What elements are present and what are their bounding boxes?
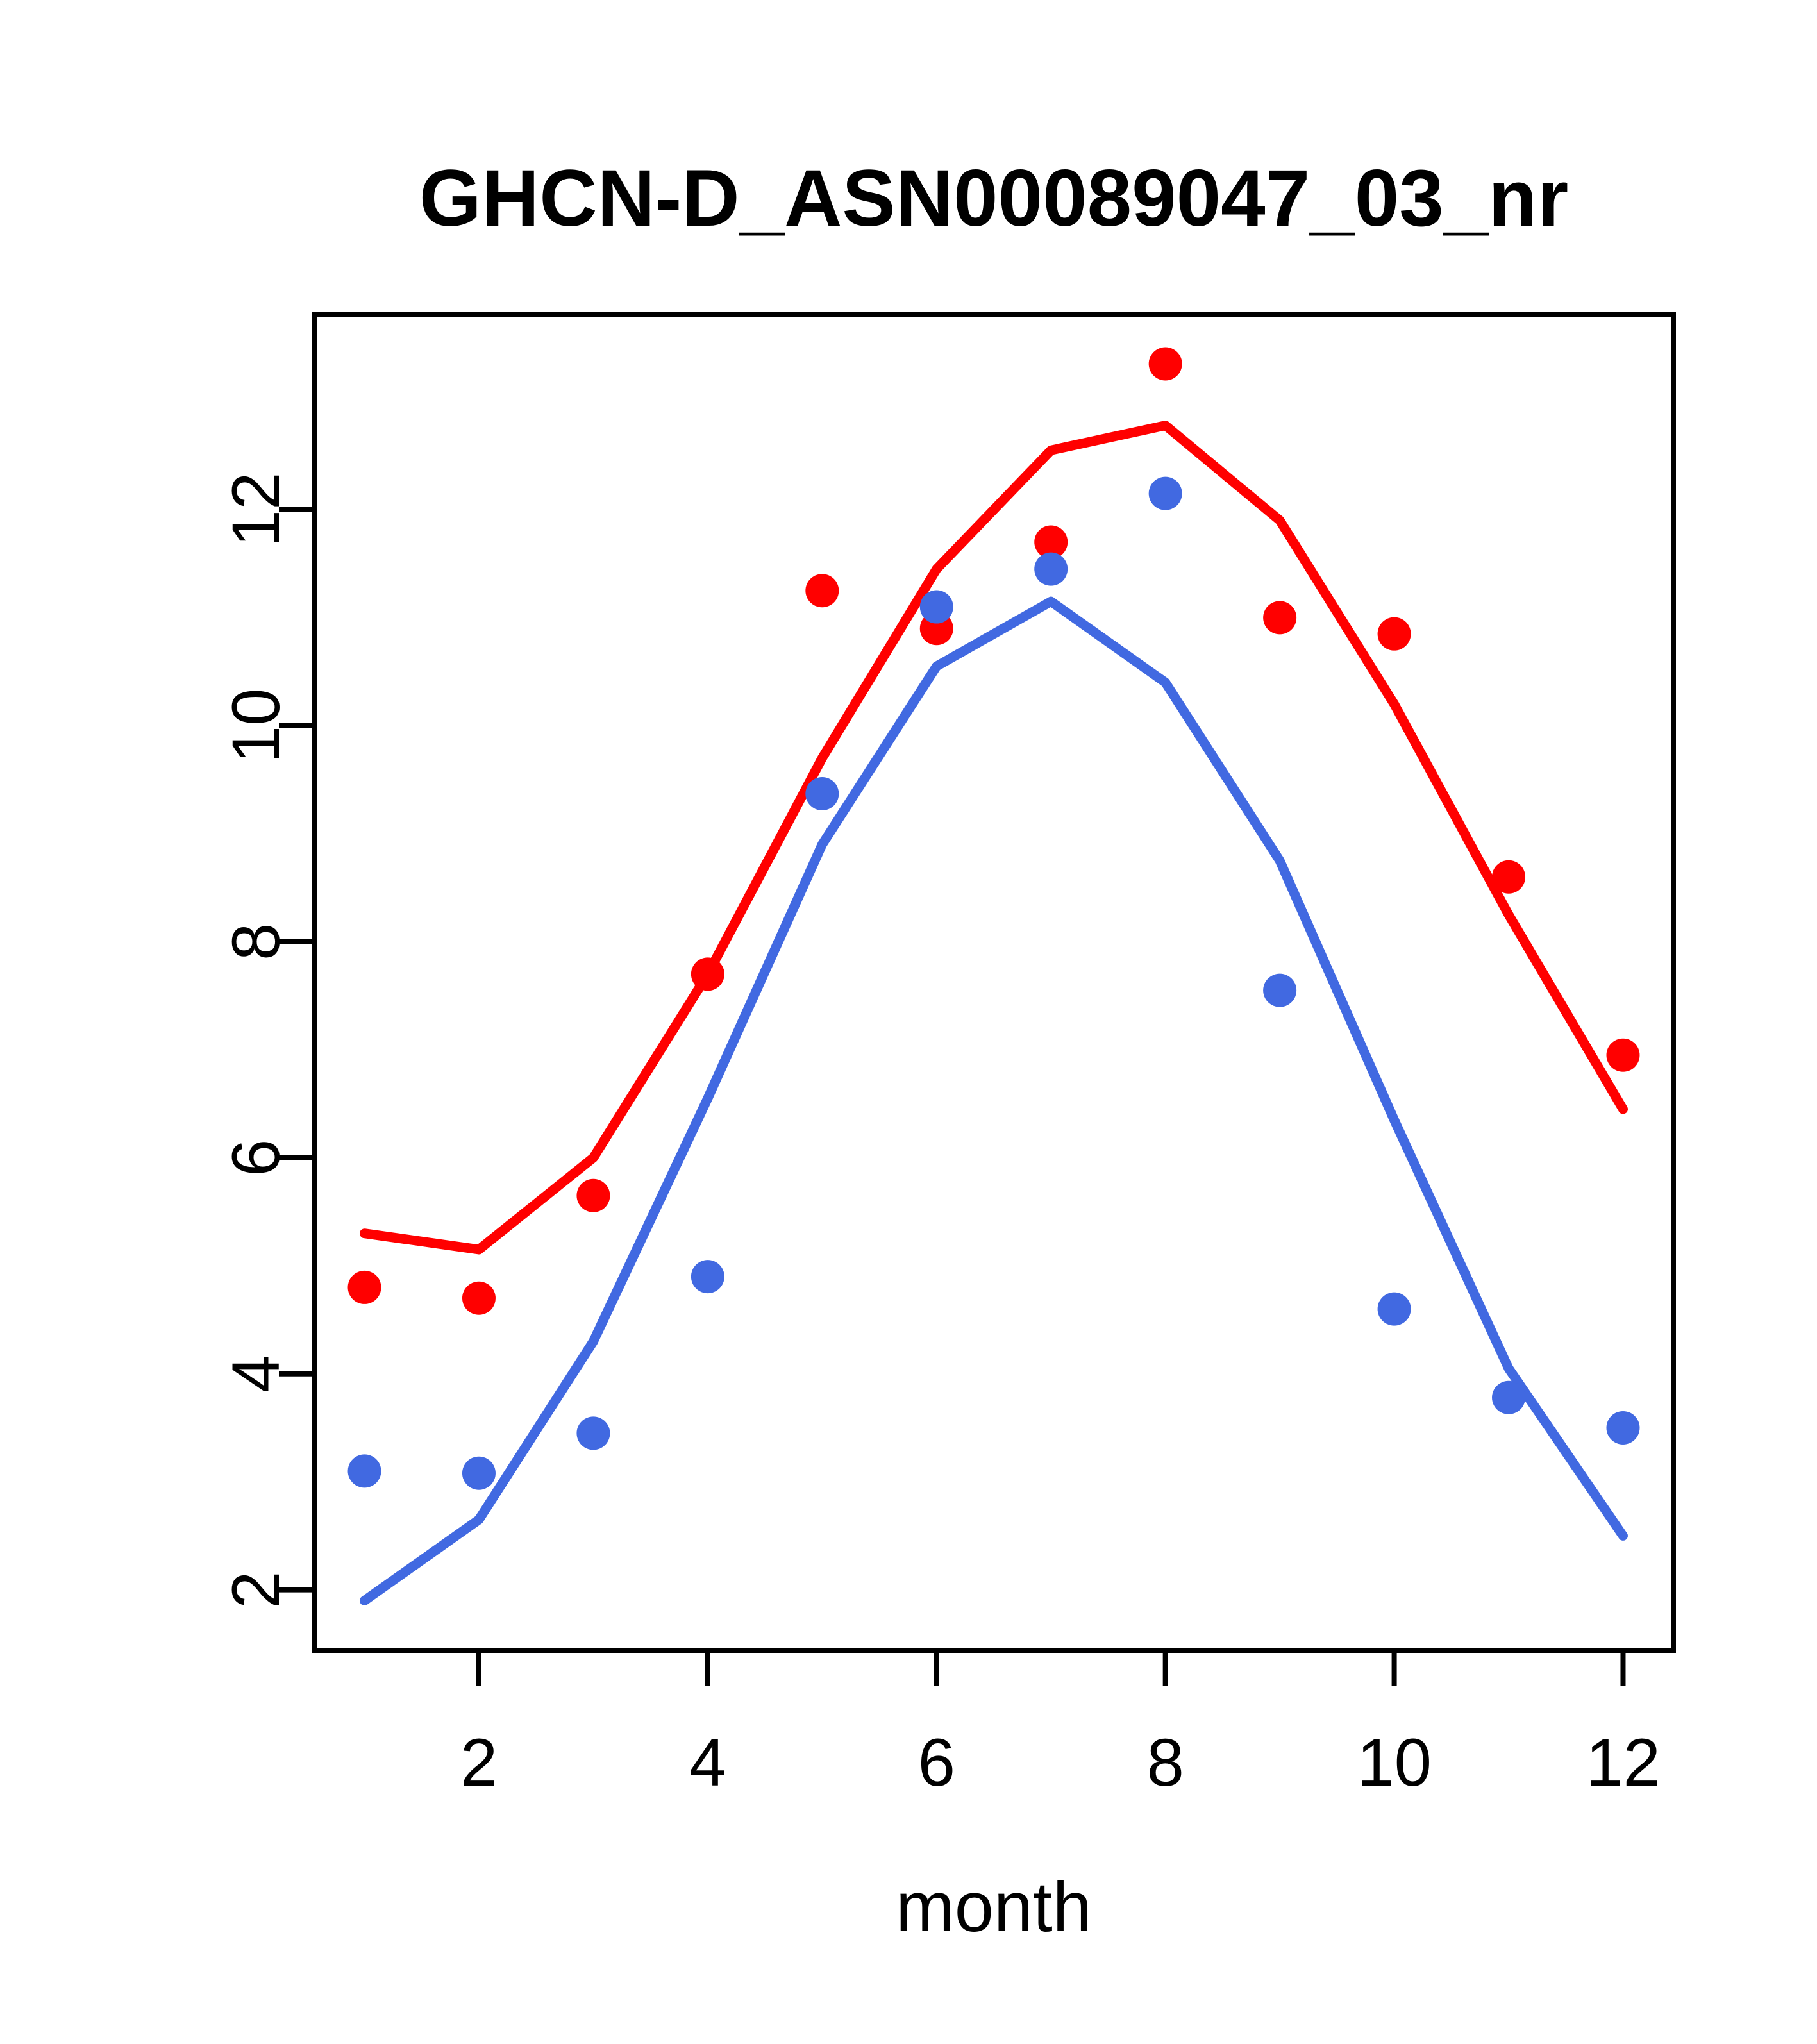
red-points [347,347,1640,1315]
red-points-dot [576,1178,610,1212]
blue-points-dot [919,590,953,624]
red-points-dot [1148,347,1182,381]
x-tick-label: 10 [1357,1725,1432,1800]
y-tick-label: 10 [219,688,294,763]
y-tick-label: 12 [219,473,294,548]
red-points-dot [1606,1038,1640,1072]
chart-title: GHCN-D_ASN00089047_03_nr [419,154,1569,243]
red-points-dot [1377,617,1411,651]
blue-points-dot [1034,552,1068,586]
y-tick-label: 6 [219,1139,294,1177]
red-points-dot [347,1270,381,1304]
blue-line [360,596,1628,1606]
blue-points-dot [1263,973,1297,1007]
x-axis: 2 4 6 8 10 12 [460,1650,1661,1800]
blue-points-dot [462,1456,496,1490]
blue-points-dot [1606,1411,1640,1445]
red-line-path [360,421,1628,1255]
red-points-dot [1034,525,1068,559]
plot-box [312,312,1676,1653]
x-tick-label: 12 [1586,1725,1661,1800]
x-tick-label: 8 [1146,1725,1184,1800]
y-tick-label: 2 [219,1571,294,1608]
blue-points-dot [1148,476,1182,510]
x-axis-label: month [896,1868,1092,1947]
red-points-dot [1263,601,1297,635]
blue-points-dot [691,1260,724,1294]
x-tick-label: 6 [918,1725,955,1800]
red-line [360,421,1628,1255]
blue-points-dot [805,777,839,811]
red-points-dot [462,1281,496,1315]
blue-points-dot [1377,1292,1411,1326]
blue-points-dot [1492,1380,1526,1414]
plot-body: 2 4 6 8 10 12 2 4 6 8 10 12 [219,312,1676,1800]
blue-line-path [360,596,1628,1606]
red-points-dot [805,574,839,608]
red-points-dot [1492,860,1526,894]
blue-points-dot [347,1454,381,1488]
red-points-dot [691,957,724,991]
y-axis: 2 4 6 8 10 12 [219,473,314,1609]
y-tick-label: 8 [219,923,294,960]
blue-points [347,476,1640,1490]
x-tick-label: 2 [460,1725,498,1800]
x-tick-label: 4 [689,1725,726,1800]
blue-points-dot [576,1416,610,1450]
y-tick-label: 4 [219,1355,294,1393]
